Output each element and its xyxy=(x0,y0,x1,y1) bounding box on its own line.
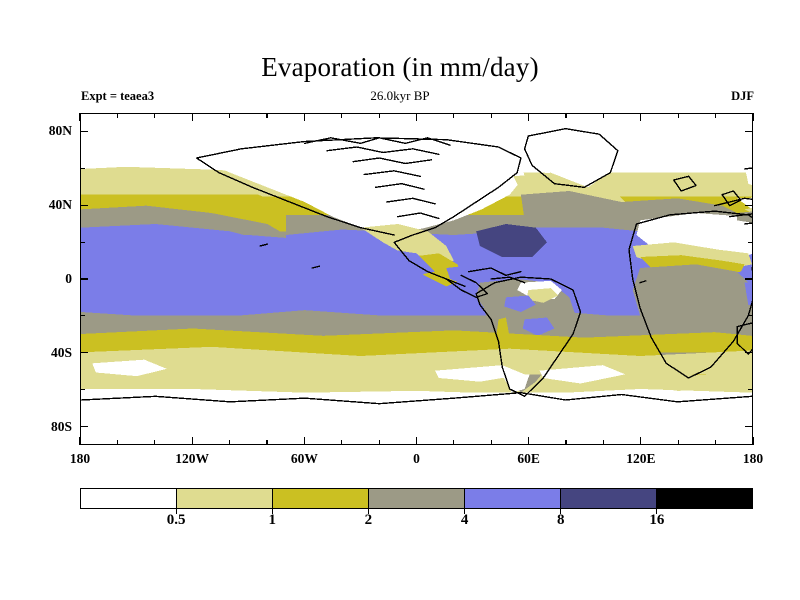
x-axis-label: 120E xyxy=(626,451,656,466)
colorbar-segment[interactable] xyxy=(81,489,176,508)
x-tick xyxy=(565,440,567,445)
x-tick xyxy=(528,113,530,121)
colorbar-tick xyxy=(560,509,562,514)
x-tick xyxy=(341,113,343,118)
x-tick xyxy=(715,113,717,118)
x-tick xyxy=(453,440,455,445)
y-axis-label: 0 xyxy=(65,271,72,286)
x-axis-label: 120W xyxy=(175,451,210,466)
y-tick xyxy=(748,167,753,169)
colorbar-segment[interactable] xyxy=(272,489,368,508)
page-title: Evaporation (in mm/day) xyxy=(261,52,539,82)
colorbar[interactable] xyxy=(80,488,753,509)
colorbar-tick xyxy=(271,509,273,514)
x-tick xyxy=(79,113,81,121)
colorbar-segment[interactable] xyxy=(560,489,656,508)
x-tick xyxy=(341,440,343,445)
x-axis-label: 60W xyxy=(290,451,318,466)
colorbar-tick-label: 0.5 xyxy=(166,512,186,528)
x-axis-label: 180 xyxy=(69,451,91,466)
x-tick xyxy=(715,440,717,445)
colorbar-segment[interactable] xyxy=(656,489,752,508)
x-tick xyxy=(490,440,492,445)
x-tick xyxy=(154,113,156,118)
chart-subtitle: 26.0kyr BP xyxy=(370,88,430,103)
x-tick xyxy=(752,113,754,121)
x-tick xyxy=(528,437,530,445)
colorbar-tick-label: 1 xyxy=(268,512,277,528)
x-tick xyxy=(266,113,268,118)
x-tick xyxy=(303,437,305,445)
y-tick xyxy=(80,389,85,391)
y-tick xyxy=(745,425,753,428)
colorbar-tick xyxy=(656,509,658,514)
x-tick xyxy=(116,440,118,445)
x-tick xyxy=(266,440,268,445)
x-tick xyxy=(453,113,455,118)
y-tick xyxy=(748,389,753,391)
y-tick xyxy=(80,425,88,428)
x-tick xyxy=(677,440,679,445)
y-tick xyxy=(80,315,85,317)
colorbar-tick xyxy=(463,509,466,514)
x-tick xyxy=(565,113,567,118)
y-tick xyxy=(745,352,753,354)
x-tick xyxy=(415,113,418,121)
x-tick xyxy=(602,440,605,445)
y-tick xyxy=(748,315,753,317)
y-tick xyxy=(745,278,753,280)
y-tick xyxy=(748,241,753,243)
y-tick xyxy=(745,130,753,133)
y-tick xyxy=(80,167,85,169)
x-tick xyxy=(228,113,231,118)
colorbar-tick-label: 2 xyxy=(364,512,373,528)
map-plot-area xyxy=(80,113,753,445)
x-axis-label: 0 xyxy=(413,451,420,466)
y-tick xyxy=(80,278,88,280)
x-tick xyxy=(677,113,679,118)
x-tick xyxy=(415,437,418,445)
experiment-label: Expt = teaea3 xyxy=(81,89,155,103)
x-tick xyxy=(191,437,193,445)
x-tick xyxy=(228,440,231,445)
y-tick xyxy=(80,204,88,206)
x-tick xyxy=(191,113,193,121)
colorbar-segment[interactable] xyxy=(368,489,464,508)
y-axis-label: 40S xyxy=(50,344,72,360)
colorbar-segment[interactable] xyxy=(464,489,560,508)
x-tick xyxy=(640,437,642,445)
season-label: DJF xyxy=(731,89,754,103)
y-axis-label: 80S xyxy=(50,418,72,434)
x-tick xyxy=(303,113,305,121)
y-tick xyxy=(745,204,753,206)
y-tick xyxy=(80,130,88,133)
x-tick xyxy=(154,440,156,445)
colorbar-tick-label: 4 xyxy=(460,512,469,528)
x-tick xyxy=(752,437,754,445)
x-tick xyxy=(116,113,118,118)
x-tick xyxy=(378,113,380,118)
x-tick xyxy=(640,113,642,121)
x-axis-label: 180 xyxy=(742,451,764,466)
y-tick xyxy=(80,241,85,243)
x-tick xyxy=(490,113,492,118)
colorbar-tick xyxy=(367,509,370,514)
y-axis-label: 40N xyxy=(48,197,72,213)
y-tick xyxy=(80,352,88,354)
y-axis-label: 80N xyxy=(48,123,72,139)
colorbar-tick-label: 16 xyxy=(649,512,665,528)
colorbar-tick xyxy=(175,509,177,514)
x-tick xyxy=(602,113,605,118)
x-tick xyxy=(79,437,81,445)
evaporation-map xyxy=(81,114,752,444)
colorbar-tick-label: 8 xyxy=(556,512,565,528)
colorbar-segment[interactable] xyxy=(176,489,272,508)
x-tick xyxy=(378,440,380,445)
x-axis-label: 60E xyxy=(517,451,540,466)
